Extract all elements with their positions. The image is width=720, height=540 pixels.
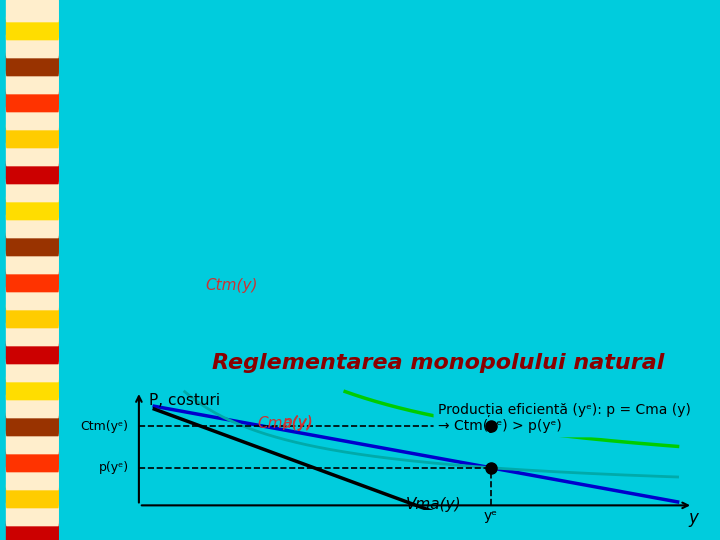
Text: y: y xyxy=(688,509,698,528)
FancyBboxPatch shape xyxy=(6,338,59,365)
Text: Cma(y): Cma(y) xyxy=(257,416,312,431)
Text: p(y): p(y) xyxy=(282,415,313,430)
Text: Ctm(y): Ctm(y) xyxy=(206,278,258,293)
FancyBboxPatch shape xyxy=(6,500,59,526)
FancyBboxPatch shape xyxy=(6,374,59,400)
FancyBboxPatch shape xyxy=(6,0,59,22)
FancyBboxPatch shape xyxy=(6,212,59,238)
FancyBboxPatch shape xyxy=(6,14,59,40)
FancyBboxPatch shape xyxy=(6,320,59,346)
FancyBboxPatch shape xyxy=(6,446,59,472)
Text: P, costuri: P, costuri xyxy=(149,393,220,408)
FancyBboxPatch shape xyxy=(6,518,59,540)
FancyBboxPatch shape xyxy=(6,428,59,454)
FancyBboxPatch shape xyxy=(6,482,59,508)
FancyBboxPatch shape xyxy=(6,464,59,490)
Text: Reglementarea monopolului natural: Reglementarea monopolului natural xyxy=(212,354,664,374)
FancyBboxPatch shape xyxy=(6,122,59,148)
FancyBboxPatch shape xyxy=(6,392,59,418)
FancyBboxPatch shape xyxy=(6,50,59,76)
FancyBboxPatch shape xyxy=(6,176,59,202)
FancyBboxPatch shape xyxy=(6,302,59,328)
FancyBboxPatch shape xyxy=(6,104,59,130)
FancyBboxPatch shape xyxy=(6,194,59,220)
Text: Producția eficientă (yᵉ): p = Cma (y)
→ Ctm(yᵉ) > p(yᵉ): Producția eficientă (yᵉ): p = Cma (y) → … xyxy=(438,403,690,433)
FancyBboxPatch shape xyxy=(6,140,59,166)
Text: p(yᵉ): p(yᵉ) xyxy=(99,461,129,474)
FancyBboxPatch shape xyxy=(6,266,59,292)
Text: yᵉ: yᵉ xyxy=(484,509,498,523)
FancyBboxPatch shape xyxy=(6,86,59,112)
Text: Vma(y): Vma(y) xyxy=(405,497,462,511)
FancyBboxPatch shape xyxy=(6,248,59,274)
FancyBboxPatch shape xyxy=(6,230,59,256)
FancyBboxPatch shape xyxy=(6,410,59,436)
FancyBboxPatch shape xyxy=(6,284,59,310)
FancyBboxPatch shape xyxy=(6,68,59,94)
FancyBboxPatch shape xyxy=(6,356,59,382)
Text: Ctm(yᵉ): Ctm(yᵉ) xyxy=(81,420,129,433)
FancyBboxPatch shape xyxy=(6,158,59,184)
FancyBboxPatch shape xyxy=(6,32,59,58)
